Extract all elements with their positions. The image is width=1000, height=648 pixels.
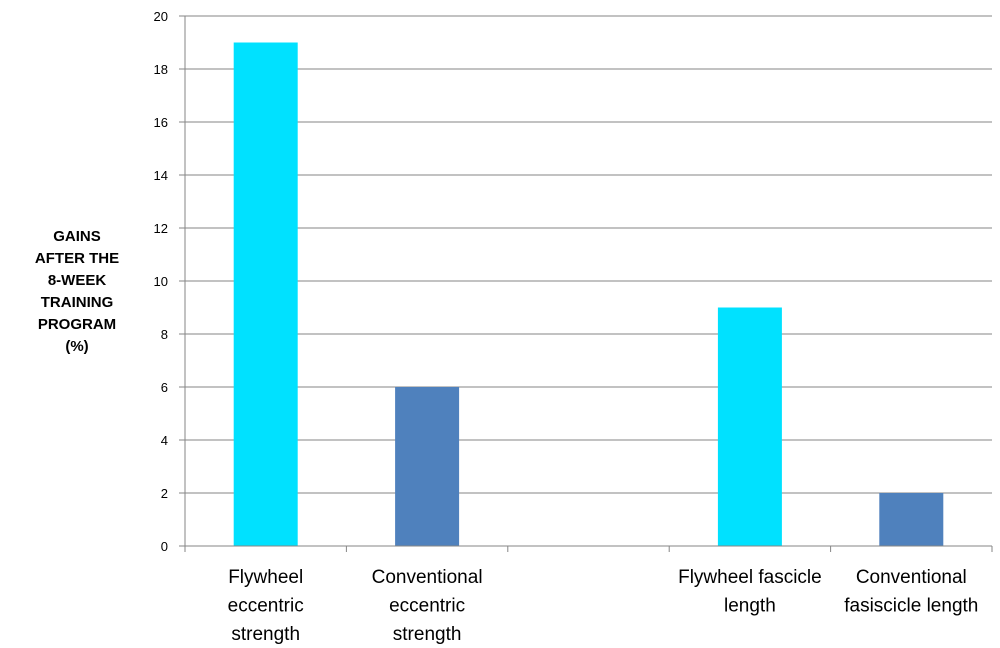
x-tick-label: Conventional fasiscicle length (844, 567, 978, 617)
x-tick-label: Conventional eccentric strength (372, 567, 483, 645)
x-tick-label-line: Flywheel fascicle (678, 567, 822, 588)
bar (879, 493, 944, 546)
y-axis-label-line: PROGRAM (37, 316, 117, 333)
bars (233, 42, 944, 546)
y-tick-label: 18 (154, 62, 168, 77)
x-tick-label-line: strength (393, 624, 462, 645)
y-axis-label-line: AFTER THE (34, 250, 120, 267)
bar (717, 307, 782, 546)
y-tick-label: 16 (154, 115, 168, 130)
x-tick-label-line: Flywheel (228, 567, 303, 588)
y-axis-label-line: TRAINING (40, 294, 114, 311)
x-tick-label-line: strength (231, 624, 300, 645)
y-tick-label: 6 (161, 380, 168, 395)
axes (179, 15, 993, 552)
y-tick-label: 0 (161, 539, 168, 554)
y-axis-label-line: 8-WEEK (47, 272, 107, 289)
x-tick-label-line: fasiscicle length (844, 596, 978, 617)
x-tick-label: Flywheel eccentric strength (228, 567, 304, 645)
y-tick-label: 12 (154, 221, 168, 236)
x-tick-label-line: Conventional (856, 567, 967, 588)
y-axis-label-line: (%) (65, 338, 89, 355)
y-tick-label: 14 (154, 168, 168, 183)
x-tick-label-line: eccentric (228, 596, 304, 617)
x-tick-labels: Flywheel eccentric strength Conventional ecc… (228, 567, 979, 645)
y-axis-label: GAINS AFTER THE 8-WEEK TRAINING PROGRAM … (18, 226, 136, 358)
gridlines (185, 15, 992, 494)
x-tick-label-line: length (724, 596, 776, 617)
y-tick-label: 20 (154, 9, 168, 24)
y-axis-label-line: GAINS (53, 228, 101, 245)
x-tick-label-line: Conventional (372, 567, 483, 588)
bar (395, 387, 460, 546)
y-tick-label: 2 (161, 486, 168, 501)
y-tick-label: 10 (154, 274, 168, 289)
bar (233, 42, 298, 546)
y-tick-label: 8 (161, 327, 168, 342)
x-tick-label-line: eccentric (389, 596, 465, 617)
x-tick-label: Flywheel fascicle length (678, 567, 822, 617)
y-tick-labels: 0 2 4 6 8 10 12 14 16 18 20 (154, 9, 168, 554)
y-tick-label: 4 (161, 433, 168, 448)
